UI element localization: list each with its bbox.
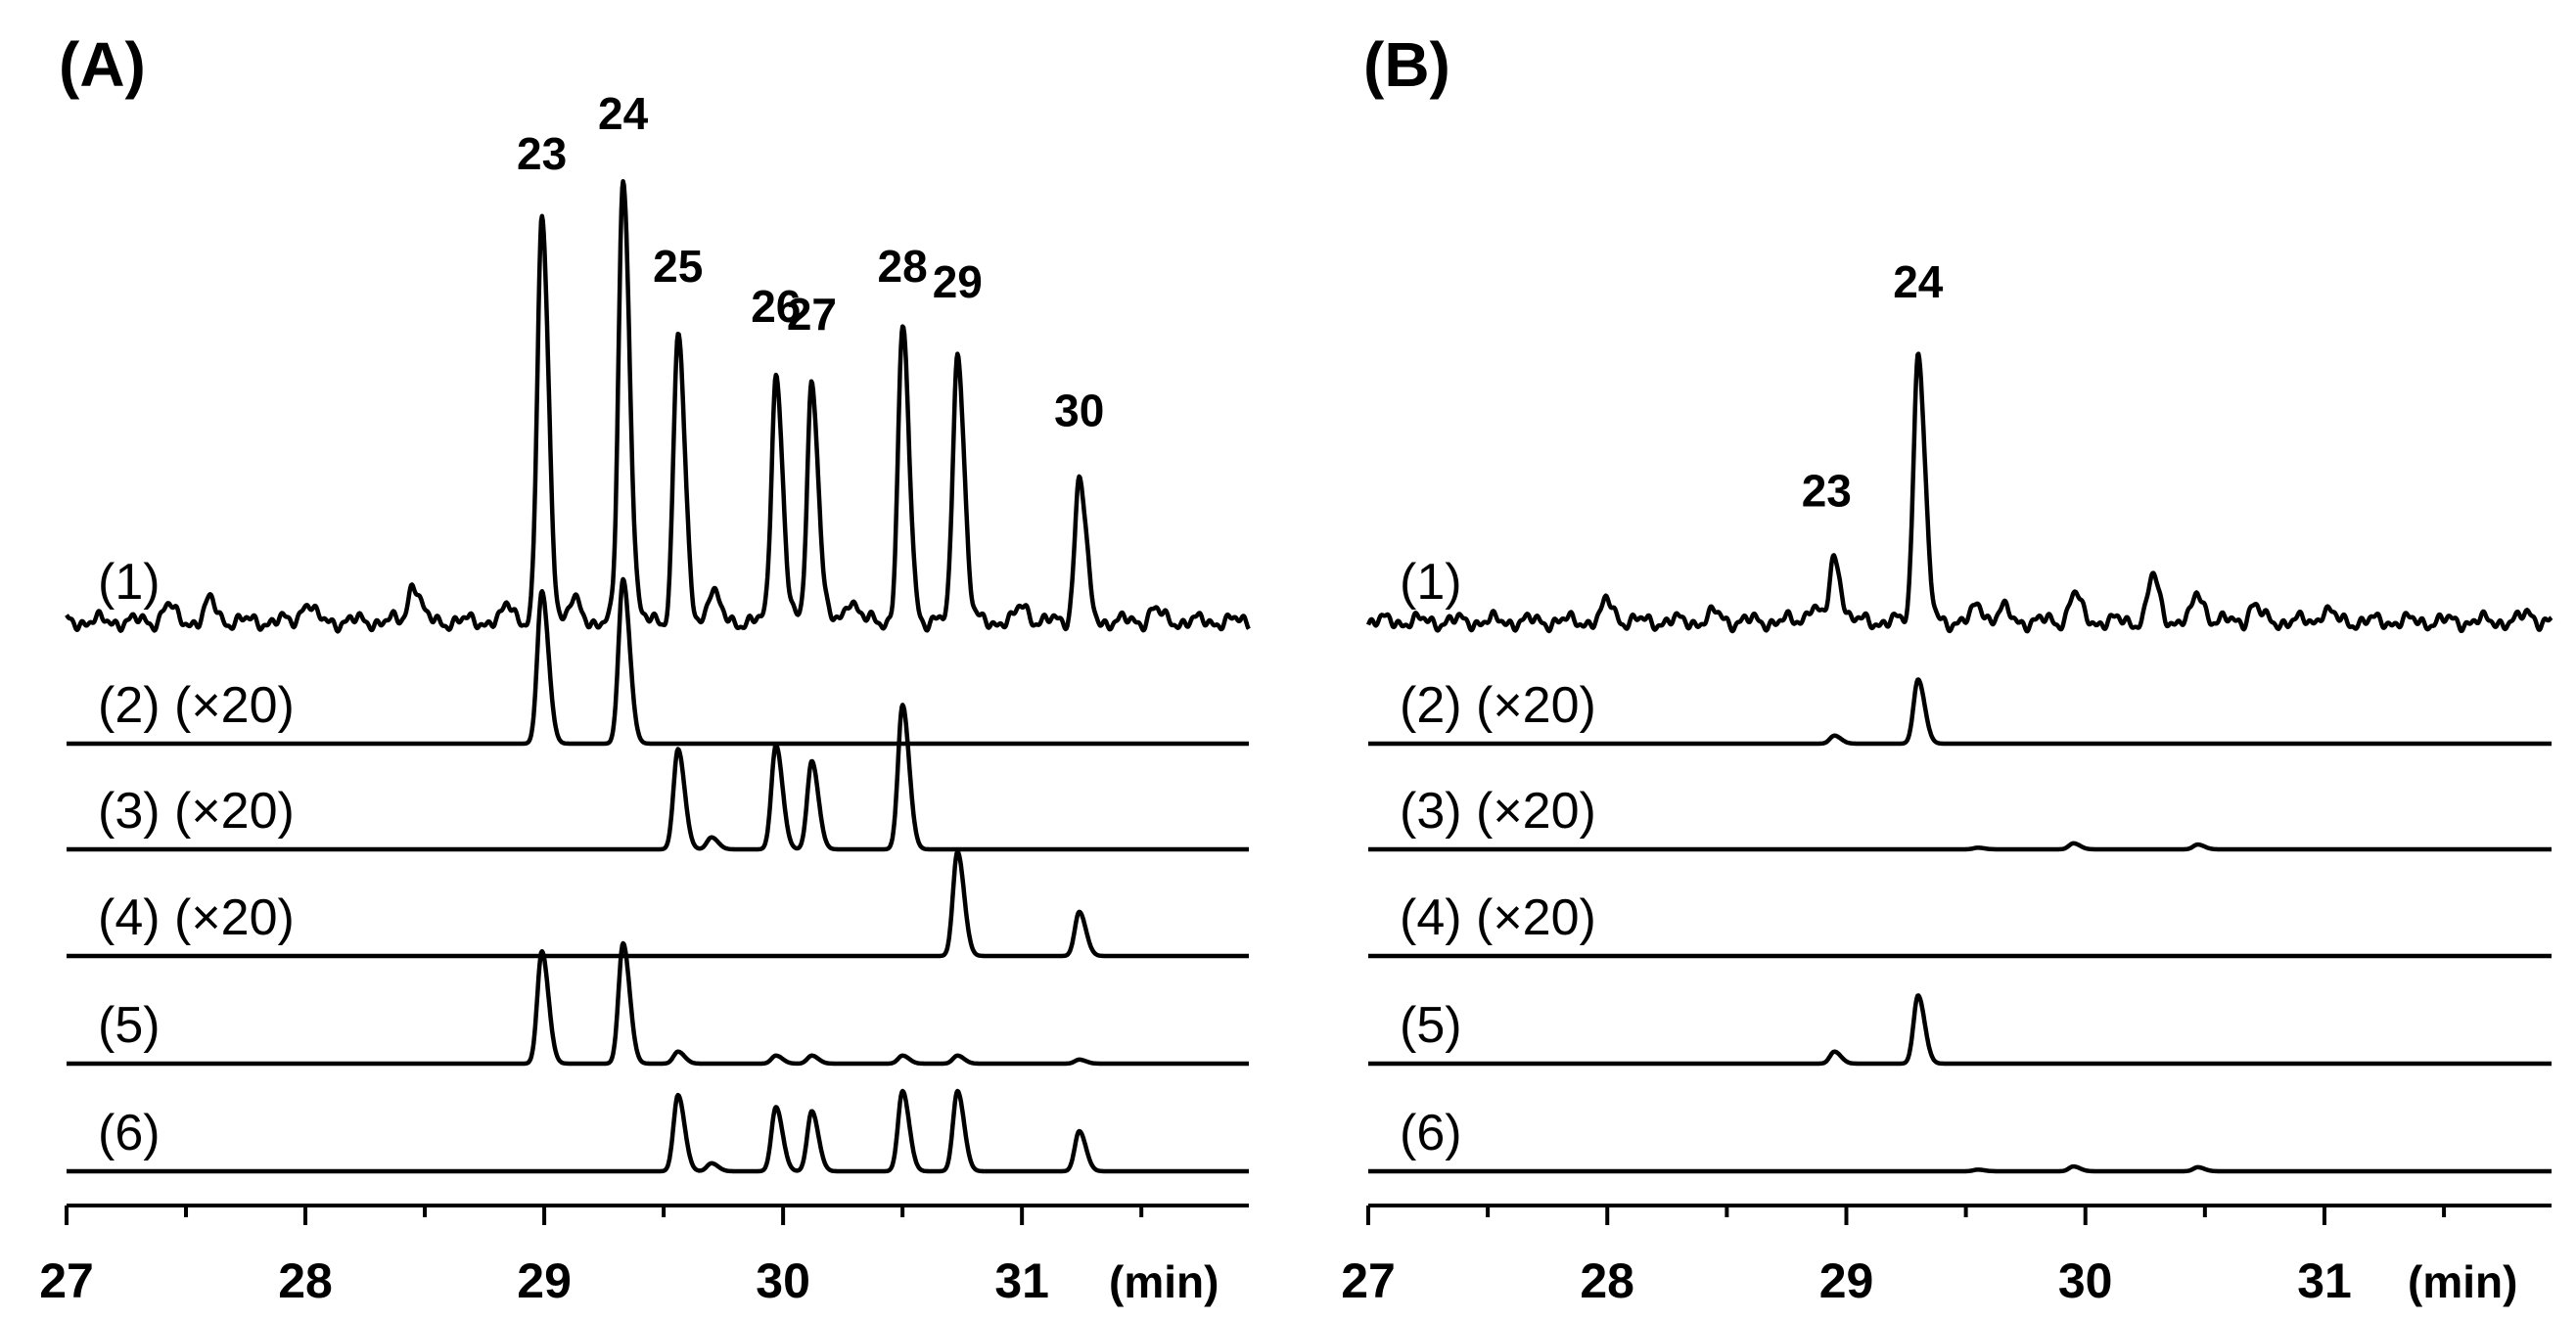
x-tick-label-29: 29 — [517, 1253, 572, 1308]
panel-a-trace-labels: (1) (2) (×20) (3) (×20) (4) (×20) (5) (6) — [98, 554, 295, 1161]
trace-label-3: (3) (×20) — [1400, 783, 1596, 840]
trace-label-2: (2) (×20) — [1400, 677, 1596, 734]
trace-3 — [65, 703, 1251, 852]
panel-b-peak-labels: 23 24 — [1802, 256, 1944, 516]
panel-a-label: (A) — [59, 29, 146, 100]
x-tick-label-31: 31 — [2297, 1253, 2352, 1308]
peak-label-28: 28 — [878, 241, 928, 292]
trace-5 — [65, 940, 1251, 1067]
trace-6 — [65, 1088, 1251, 1174]
peak-label-23: 23 — [1802, 465, 1852, 516]
panel-b: (B) (1) (2) (×20) (3) (×20) (4) (×20) (5) (6)… — [1341, 29, 2553, 1308]
trace-label-4: (4) (×20) — [1400, 889, 1596, 946]
trace-label-6: (6) — [1400, 1105, 1462, 1161]
panel-b-x-ticks: 27 28 29 30 31 — [1341, 1206, 2447, 1308]
trace-6 — [1366, 1163, 2553, 1174]
trace-2 — [65, 576, 1251, 747]
panel-b-label: (B) — [1363, 29, 1450, 100]
trace-3 — [1366, 841, 2553, 852]
peak-label-24: 24 — [1893, 256, 1944, 307]
trace-5 — [1366, 993, 2553, 1067]
trace-label-1: (1) — [98, 554, 161, 611]
x-tick-label-30: 30 — [2058, 1253, 2113, 1308]
trace-label-2: (2) (×20) — [98, 677, 295, 734]
panel-b-traces — [1365, 351, 2553, 1174]
trace-label-1: (1) — [1400, 554, 1462, 611]
trace-label-6: (6) — [98, 1105, 161, 1161]
trace-2 — [1366, 677, 2553, 747]
trace-label-5: (5) — [98, 997, 161, 1054]
x-tick-label-28: 28 — [278, 1253, 333, 1308]
x-tick-label-27: 27 — [1341, 1253, 1396, 1308]
panel-a-x-unit-label: (min) — [1109, 1256, 1219, 1307]
panel-a: (A) (1) (2) (×20) (3) (×20) (4) (×20) (5) (6)… — [39, 29, 1251, 1308]
trace-label-4: (4) (×20) — [98, 889, 295, 946]
peak-label-26: 26 — [751, 281, 801, 332]
peak-label-25: 25 — [653, 241, 703, 292]
trace-1 — [65, 179, 1251, 634]
panel-a-traces — [65, 179, 1251, 1174]
x-tick-label-31: 31 — [994, 1253, 1049, 1308]
x-tick-label-30: 30 — [756, 1253, 810, 1308]
trace-1 — [1365, 351, 2553, 634]
peak-label-29: 29 — [933, 256, 983, 307]
peak-label-23: 23 — [517, 128, 567, 179]
x-tick-label-27: 27 — [39, 1253, 94, 1308]
peak-label-30: 30 — [1054, 385, 1104, 435]
trace-label-3: (3) (×20) — [98, 783, 295, 840]
panel-a-x-ticks: 27 28 29 30 31 — [39, 1206, 1144, 1308]
trace-label-5: (5) — [1400, 997, 1462, 1054]
peak-label-24: 24 — [598, 88, 649, 139]
x-tick-label-29: 29 — [1819, 1253, 1874, 1308]
panel-b-x-unit-label: (min) — [2408, 1256, 2517, 1307]
panel-b-trace-labels: (1) (2) (×20) (3) (×20) (4) (×20) (5) (6) — [1400, 554, 1596, 1161]
peak-label-27: 27 — [787, 289, 837, 340]
trace-4 — [65, 849, 1251, 959]
x-tick-label-28: 28 — [1580, 1253, 1634, 1308]
